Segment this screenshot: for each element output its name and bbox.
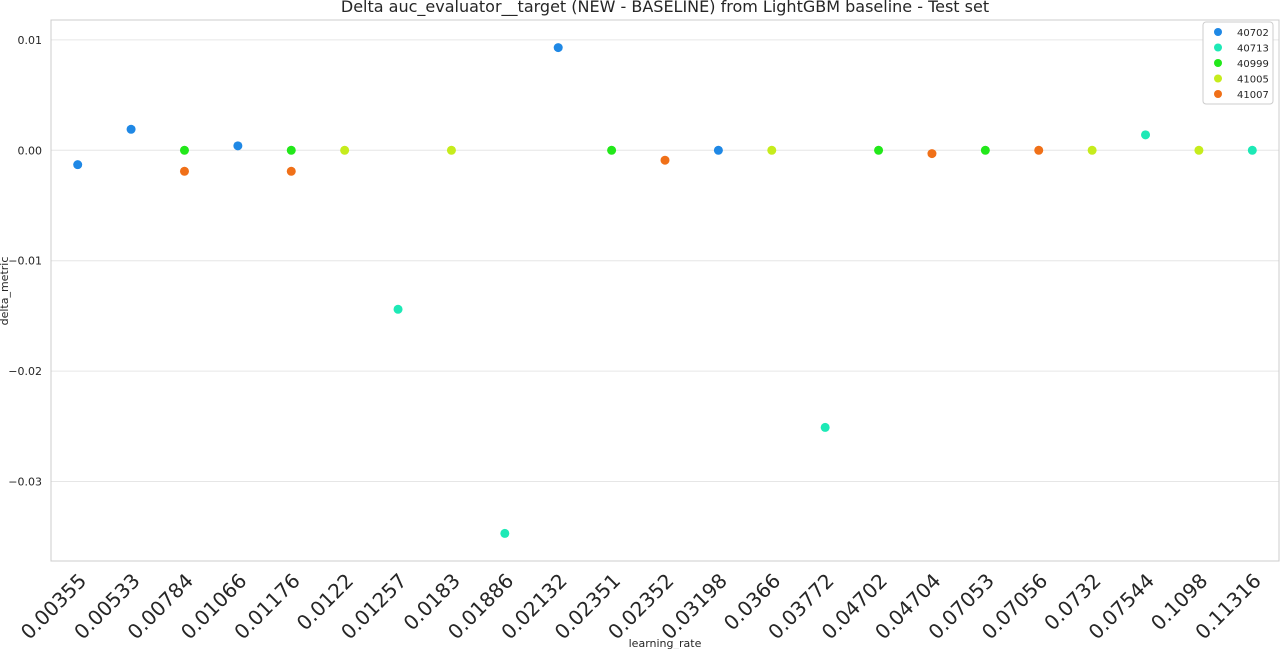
point-41007 — [286, 166, 296, 176]
chart-title: Delta auc_evaluator__target (NEW - BASEL… — [341, 0, 989, 17]
point-41005 — [767, 145, 777, 155]
point-41005 — [340, 145, 350, 155]
legend-box — [1202, 21, 1274, 105]
y-tick-label: 0.01 — [18, 34, 43, 47]
legend-label: 41005 — [1237, 75, 1269, 86]
y-tick-label: −0.03 — [8, 476, 42, 489]
point-41005 — [1194, 145, 1204, 155]
point-40999 — [874, 145, 884, 155]
data-points — [73, 43, 1257, 538]
point-40702 — [233, 141, 243, 151]
point-41007 — [1034, 145, 1044, 155]
point-41007 — [660, 155, 670, 165]
point-40713 — [1247, 145, 1257, 155]
legend-marker — [1214, 74, 1222, 83]
legend-marker — [1214, 90, 1222, 98]
y-axis-label: delta_metric — [0, 257, 11, 326]
y-tick-label: −0.02 — [8, 365, 42, 378]
point-40999 — [179, 145, 189, 155]
point-40702 — [126, 124, 136, 134]
y-axis-ticks: −0.03 −0.02 −0.01 0.00 0.01 — [8, 34, 42, 489]
point-40999 — [286, 145, 296, 155]
point-41005 — [1087, 145, 1097, 155]
point-40999 — [607, 145, 617, 155]
x-axis-ticks: 0.003550.005330.007840.010660.011760.012… — [16, 569, 1266, 644]
point-41007 — [927, 149, 937, 159]
point-41005 — [446, 145, 456, 155]
y-tick-label: 0.00 — [18, 144, 43, 157]
legend-marker — [1214, 59, 1222, 67]
point-40702 — [553, 43, 563, 53]
point-41007 — [179, 166, 189, 176]
point-40702 — [713, 145, 723, 155]
legend-label: 41007 — [1237, 90, 1269, 101]
legend-marker — [1214, 43, 1222, 52]
legend-marker — [1214, 28, 1222, 36]
grid-lines — [51, 39, 1279, 483]
point-40999 — [980, 145, 990, 155]
point-40713 — [393, 304, 403, 314]
legend-label: 40999 — [1237, 59, 1269, 70]
plot-area — [50, 19, 1280, 562]
y-tick-label: −0.01 — [8, 255, 42, 268]
legend-label: 40713 — [1237, 44, 1269, 55]
legend-label: 40702 — [1237, 28, 1269, 39]
point-40713 — [500, 528, 510, 538]
point-40713 — [820, 422, 830, 432]
x-axis-label: learning_rate — [629, 637, 702, 649]
point-40713 — [1141, 130, 1151, 140]
legend: 40702 40713 40999 41005 41007 — [1202, 21, 1274, 105]
point-40702 — [73, 160, 83, 170]
